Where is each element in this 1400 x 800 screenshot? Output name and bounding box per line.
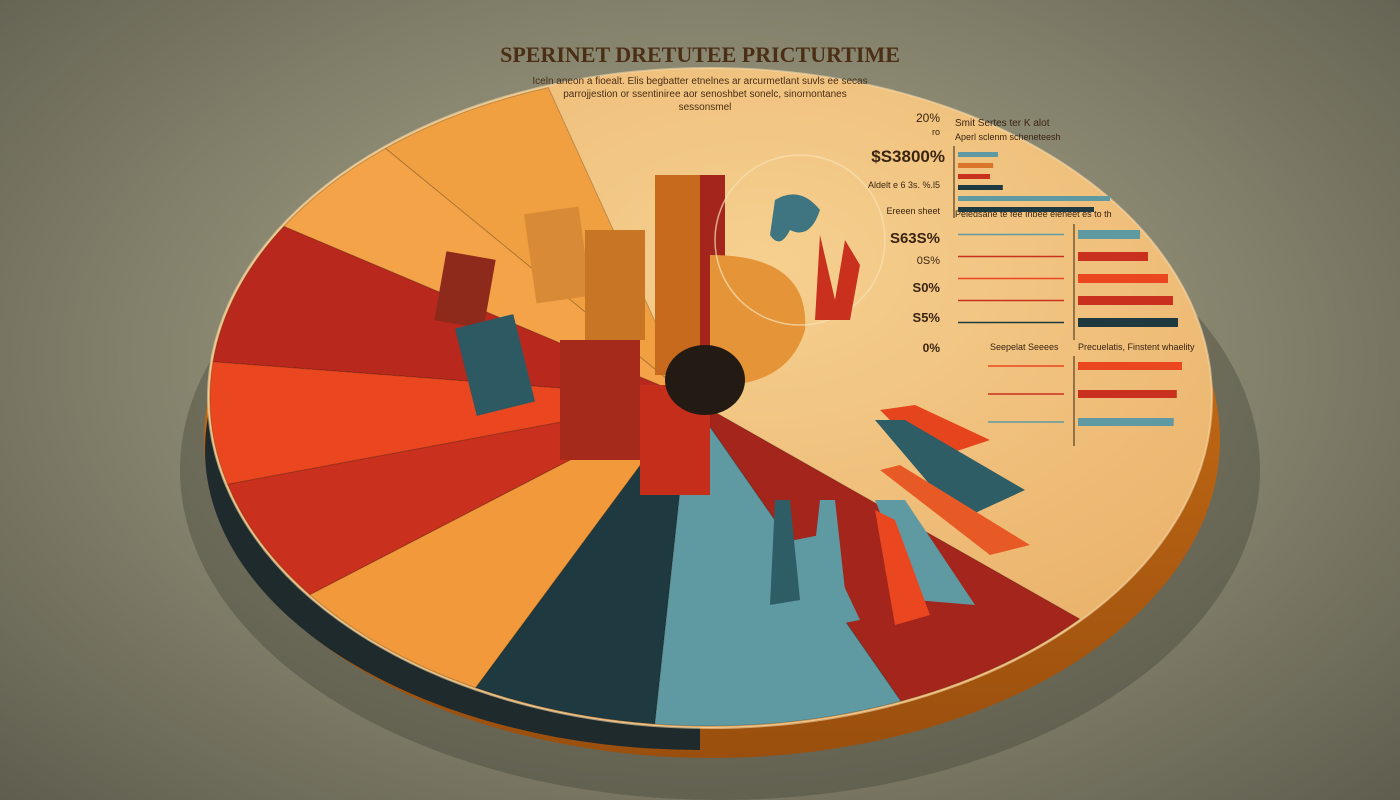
arrow-cluster bbox=[770, 405, 1030, 635]
shard bbox=[810, 500, 845, 590]
shard bbox=[875, 500, 975, 605]
block bbox=[523, 206, 591, 304]
shard bbox=[875, 420, 1025, 520]
stat-caption: ro bbox=[932, 127, 940, 137]
panel-bar bbox=[958, 174, 990, 179]
stat-value: 20% bbox=[916, 111, 940, 125]
shard bbox=[770, 500, 800, 605]
stat-value: S0% bbox=[913, 280, 941, 295]
disk-top-edge bbox=[207, 67, 1213, 729]
panel-title: Smit Sertes ter K alot bbox=[955, 118, 1050, 129]
panel-bar bbox=[1078, 418, 1174, 426]
bar-panels: Smit Sertes ter K alot Aperl sclenm sche… bbox=[953, 118, 1195, 446]
panel-bar bbox=[958, 196, 1110, 201]
panel-bar bbox=[1078, 390, 1177, 398]
stat-caption: Ereeen sheet bbox=[886, 206, 940, 216]
shard bbox=[880, 465, 1030, 555]
block bbox=[434, 251, 496, 329]
stats-column: 20% ro $S3800% Aldelt e 6 3s. %.l5 Ereee… bbox=[868, 111, 945, 355]
panel-bar bbox=[958, 207, 1094, 212]
panel-bar bbox=[1078, 362, 1182, 370]
pie-slice bbox=[309, 397, 691, 689]
panel-title: Seepelat Seeees bbox=[990, 342, 1059, 352]
block bbox=[560, 340, 640, 460]
block bbox=[455, 314, 535, 416]
stat-value: 0S% bbox=[917, 255, 940, 267]
stat-value: 0% bbox=[923, 341, 941, 355]
panel-bar bbox=[958, 152, 998, 157]
pie-slice bbox=[474, 396, 691, 725]
stat-value: S5% bbox=[913, 310, 941, 325]
panel-bar bbox=[1078, 230, 1140, 239]
chart-title: SPERINET DRETUTEE PRICTURTIME bbox=[500, 42, 900, 67]
panel-bar bbox=[958, 163, 994, 168]
panel-bar bbox=[1078, 274, 1168, 283]
chart-subtitle-line: sessonsmel bbox=[679, 102, 732, 113]
chart-subtitle-line: Iceln aneon a fioealt. Elis begbatter et… bbox=[532, 76, 867, 87]
arch-hole bbox=[665, 345, 745, 415]
block bbox=[585, 230, 645, 340]
panel-bar bbox=[1078, 318, 1178, 327]
shard bbox=[875, 510, 930, 625]
stat-caption: Aldelt e 6 3s. %.l5 bbox=[868, 180, 940, 190]
block-cluster bbox=[434, 175, 806, 495]
panel-subtitle: Precuelatis, Finstent whaelity bbox=[1078, 342, 1195, 352]
globe-icon bbox=[714, 154, 886, 326]
panel-subtitle: Aperl sclenm scheneteesh bbox=[955, 132, 1061, 142]
shard bbox=[880, 405, 990, 460]
chart-subtitle-line: parrojjestion or ssentiniree aor senoshb… bbox=[563, 89, 847, 100]
stat-value: S63S% bbox=[890, 230, 940, 247]
panel-bar bbox=[958, 185, 1003, 190]
panel-bar bbox=[1078, 252, 1148, 261]
stat-value: $S3800% bbox=[871, 147, 945, 166]
panel-bar bbox=[1078, 296, 1173, 305]
panel-title: Peledsane te fee Inbee eleneet es to th bbox=[955, 209, 1112, 219]
arch bbox=[710, 255, 806, 385]
